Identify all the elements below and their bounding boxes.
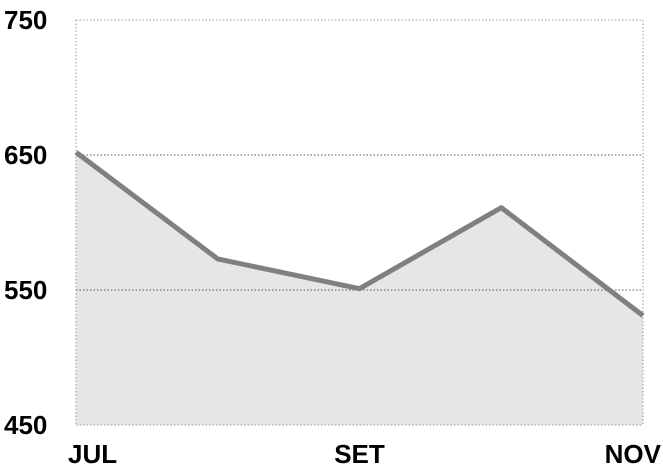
x-tick-label-set: SET xyxy=(334,439,385,466)
series-line xyxy=(74,150,645,318)
x-tick-label-jul: JUL xyxy=(68,439,117,466)
y-tick-label-450: 450 xyxy=(4,410,47,440)
plot-frame xyxy=(75,19,644,426)
x-tick-label-nov: NOV xyxy=(605,439,662,466)
y-tick-label-550: 550 xyxy=(4,275,47,305)
y-axis-ticks: 450 550 650 750 xyxy=(4,5,47,440)
y-tick-label-750: 750 xyxy=(4,5,47,35)
y-tick-label-650: 650 xyxy=(4,140,47,170)
line-layer xyxy=(74,150,645,318)
x-axis-ticks: JUL SET NOV xyxy=(68,439,662,466)
